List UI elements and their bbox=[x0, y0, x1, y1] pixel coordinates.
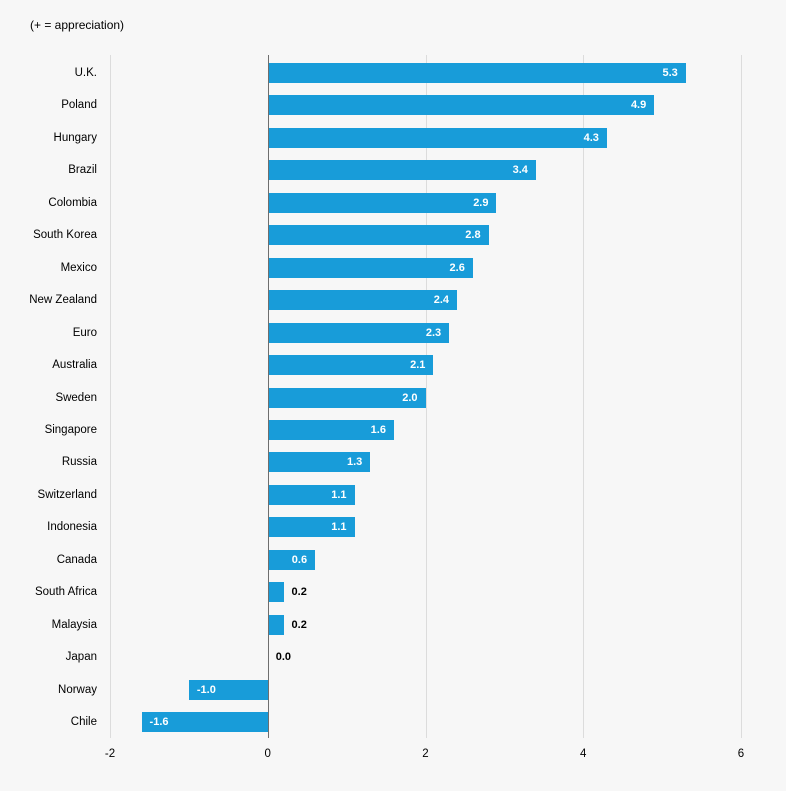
x-axis-tick-label: 2 bbox=[422, 748, 429, 760]
data-bar bbox=[268, 388, 426, 408]
zero-axis-line bbox=[268, 55, 269, 738]
category-label: New Zealand bbox=[29, 294, 97, 306]
category-label: Indonesia bbox=[47, 521, 97, 533]
data-bar bbox=[268, 258, 473, 278]
value-label: 0.6 bbox=[291, 554, 308, 566]
data-bar bbox=[268, 517, 355, 537]
value-label: 2.0 bbox=[402, 392, 418, 404]
category-label: Russia bbox=[61, 456, 97, 468]
category-label: Mexico bbox=[60, 262, 97, 274]
gridline bbox=[426, 55, 427, 738]
category-label: Chile bbox=[70, 716, 97, 728]
category-label: Canada bbox=[56, 554, 97, 566]
category-label: Euro bbox=[72, 327, 97, 339]
data-bar bbox=[268, 193, 497, 213]
value-label: 4.3 bbox=[583, 132, 599, 144]
gridline bbox=[583, 55, 584, 738]
x-axis-tick-label: -2 bbox=[104, 748, 116, 760]
data-bar bbox=[268, 485, 355, 505]
value-label: 1.3 bbox=[346, 456, 363, 468]
value-label: 1.6 bbox=[370, 424, 386, 436]
category-label: Colombia bbox=[48, 197, 97, 209]
data-bar bbox=[268, 63, 686, 83]
value-label: 2.6 bbox=[449, 262, 465, 274]
value-label: 2.8 bbox=[465, 229, 481, 241]
value-label: 0.2 bbox=[291, 586, 307, 598]
category-label: Hungary bbox=[53, 132, 97, 144]
value-label: 2.3 bbox=[425, 327, 442, 339]
data-bar bbox=[188, 680, 268, 700]
data-bar bbox=[141, 712, 268, 732]
data-bar bbox=[268, 615, 284, 635]
value-label: 2.4 bbox=[433, 294, 450, 306]
category-label: U.K. bbox=[74, 67, 97, 79]
gridline bbox=[741, 55, 742, 738]
data-bar bbox=[268, 160, 536, 180]
category-label: Sweden bbox=[55, 392, 97, 404]
x-axis-tick-label: 0 bbox=[264, 748, 271, 760]
category-label: Poland bbox=[61, 99, 97, 111]
category-label: South Korea bbox=[33, 229, 97, 241]
value-label: 4.9 bbox=[630, 99, 647, 111]
value-label: 3.4 bbox=[512, 164, 528, 176]
gridline bbox=[110, 55, 111, 738]
data-bar bbox=[268, 355, 434, 375]
category-label: Australia bbox=[52, 359, 97, 371]
value-label: 2.1 bbox=[410, 359, 426, 371]
value-label: -1.0 bbox=[196, 684, 216, 696]
chart-note: (+ = appreciation) bbox=[30, 18, 125, 32]
data-bar bbox=[268, 128, 607, 148]
data-bar bbox=[268, 225, 489, 245]
category-label: Norway bbox=[58, 684, 97, 696]
value-label: 1.1 bbox=[331, 489, 347, 501]
value-label: 0.2 bbox=[291, 619, 307, 631]
data-bar bbox=[268, 290, 458, 310]
data-bar bbox=[268, 550, 316, 570]
x-axis-tick-label: 6 bbox=[737, 748, 745, 760]
value-label: 1.1 bbox=[331, 521, 347, 533]
value-label: 0.0 bbox=[275, 651, 292, 663]
category-label: Japan bbox=[65, 651, 97, 663]
data-bar bbox=[268, 323, 450, 343]
data-bar bbox=[268, 452, 371, 472]
data-bar bbox=[268, 95, 655, 115]
value-label: 2.9 bbox=[473, 197, 489, 209]
data-bar bbox=[268, 582, 284, 602]
category-label: Singapore bbox=[44, 424, 97, 436]
category-label: Brazil bbox=[68, 164, 97, 176]
value-label: 5.3 bbox=[662, 67, 678, 79]
category-label: Malaysia bbox=[51, 619, 97, 631]
category-label: South Africa bbox=[34, 586, 97, 598]
value-label: -1.6 bbox=[149, 716, 169, 728]
x-axis-tick-label: 4 bbox=[580, 748, 587, 760]
data-bar bbox=[268, 420, 394, 440]
category-label: Switzerland bbox=[37, 489, 97, 501]
